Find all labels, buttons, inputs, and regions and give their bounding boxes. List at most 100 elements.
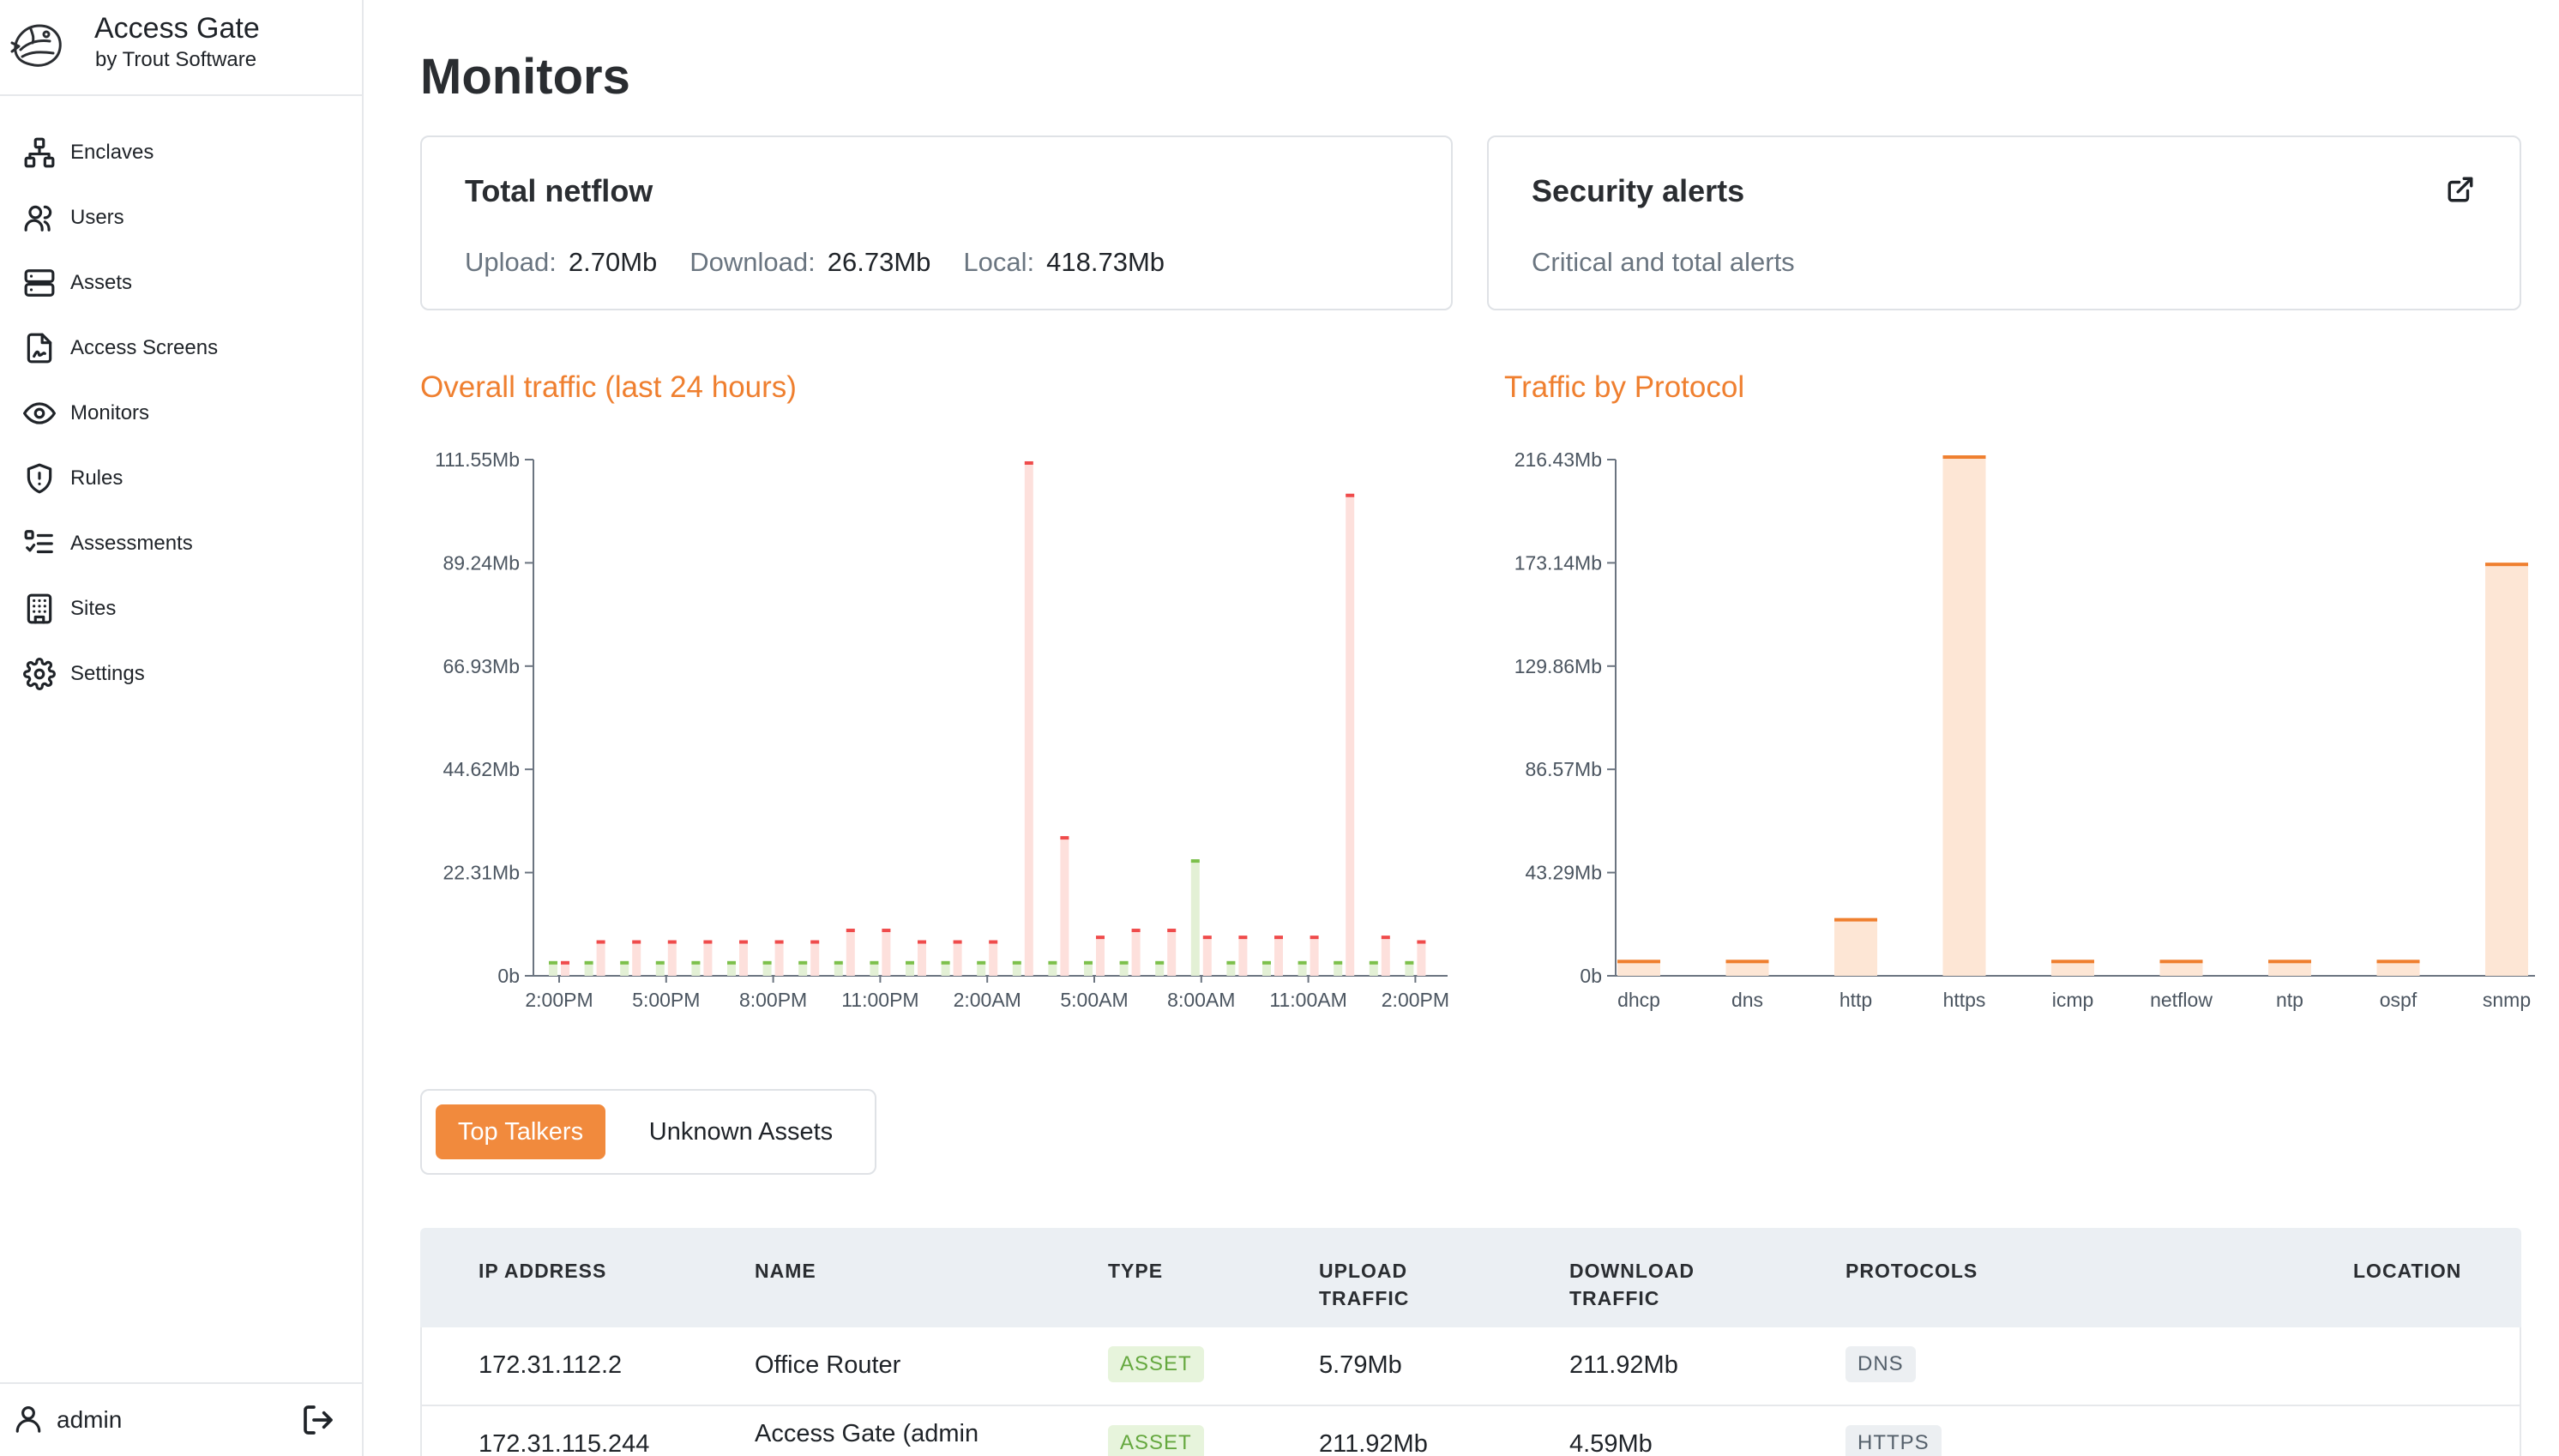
gear-icon [22, 657, 57, 691]
protocol-bar [1725, 961, 1769, 976]
upload-bar [1369, 961, 1378, 976]
sidebar-item-label: Monitors [70, 401, 150, 424]
x-tick-label: icmp [2052, 989, 2094, 1011]
upload-bar-cap [691, 960, 701, 965]
download-bar [1096, 936, 1105, 976]
download-bar-cap [1167, 929, 1177, 933]
download-bar-cap [989, 940, 998, 944]
brand-header[interactable]: Access Gate by Trout Software [0, 0, 364, 96]
upload-bar [798, 961, 808, 976]
column-header-upload-traffic[interactable]: UPLOAD TRAFFIC [1319, 1257, 1409, 1312]
download-bar-cap [846, 929, 855, 933]
sidebar-item-sites[interactable]: Sites [0, 576, 364, 641]
upload-bar [655, 961, 665, 976]
y-tick-label: 111.55Mb [435, 448, 520, 471]
protocol-bar-cap [2485, 563, 2528, 567]
download-bar [1417, 941, 1426, 976]
traffic-by-protocol-chart: 0b 43.29Mb 86.57Mb 129.86Mb 173.14Mb 216.43Mb… [1514, 448, 2535, 1011]
x-tick-label: 8:00PM [739, 989, 807, 1011]
download-bar-cap [1131, 929, 1141, 933]
x-tick-label: ospf [2380, 989, 2418, 1011]
table-header: IP ADDRESS NAME TYPE UPLOAD TRAFFIC DOWN… [420, 1228, 2521, 1327]
x-tick-label: 11:00PM [841, 989, 918, 1011]
upload-bar [1334, 961, 1343, 976]
brand-name: Access Gate [94, 12, 260, 45]
x-tick-label: dns [1731, 989, 1763, 1011]
sidebar-item-assets[interactable]: Assets [0, 250, 364, 316]
upload-bar-cap [549, 960, 557, 965]
upload-bar [941, 961, 950, 976]
talkers-tabs: Top Talkers Unknown Assets [420, 1089, 876, 1175]
protocol-bar-cap [1834, 918, 1877, 922]
sidebar-item-label: Assessments [70, 532, 193, 555]
upload-bar [870, 961, 879, 976]
table-row[interactable]: 172.31.112.2 Office Router ASSET 5.79Mb … [420, 1327, 2521, 1406]
table-row[interactable]: 172.31.115.244 Access Gate (admin ASSET … [420, 1406, 2521, 1456]
current-user-name: admin [57, 1406, 123, 1433]
cell-upload: 211.92Mb [1319, 1430, 1428, 1456]
upload-bar-cap [727, 960, 736, 965]
protocol-bar [2268, 961, 2311, 976]
eye-icon [22, 396, 57, 430]
upload-bar [977, 961, 986, 976]
upload-bar-cap [798, 960, 808, 965]
download-bar-cap [1202, 936, 1212, 940]
alerts-card-subtitle: Critical and total alerts [1532, 247, 1795, 277]
upload-bar [727, 961, 736, 976]
sidebar-item-enclaves[interactable]: Enclaves [0, 120, 364, 185]
upload-bar-cap [870, 960, 879, 965]
download-bar [1024, 461, 1033, 976]
upload-bar-cap [1119, 960, 1129, 965]
download-bar [989, 941, 998, 976]
x-tick-label: 2:00AM [954, 989, 1021, 1011]
upload-bar-cap [1226, 960, 1236, 965]
download-bar-cap [882, 929, 891, 933]
upload-bar-cap [1369, 960, 1378, 965]
protocol-bar-cap [2376, 960, 2420, 964]
y-tick-label: 0b [497, 965, 520, 987]
tab-unknown-assets[interactable]: Unknown Assets [648, 1117, 834, 1146]
download-bar-cap [1310, 936, 1319, 940]
logout-icon[interactable] [300, 1403, 336, 1437]
download-bar [596, 941, 605, 976]
local-value: 418.73Mb [1046, 247, 1165, 277]
sidebar-item-label: Users [70, 206, 124, 229]
column-header-download-traffic[interactable]: DOWNLOAD TRAFFIC [1569, 1257, 1695, 1312]
header-line: DOWNLOAD [1569, 1260, 1695, 1282]
sidebar-item-rules[interactable]: Rules [0, 446, 364, 511]
upload-bar [834, 961, 843, 976]
upload-bar-cap [1262, 960, 1271, 965]
download-label: Download: [689, 247, 816, 277]
alerts-card-title: Security alerts [1532, 173, 1745, 208]
external-link-icon[interactable] [2446, 175, 2475, 204]
upload-value: 2.70Mb [568, 247, 658, 277]
sidebar-item-label: Access Screens [70, 336, 219, 359]
upload-bar-cap [655, 960, 665, 965]
download-bar-cap [1274, 936, 1283, 940]
tab-top-talkers[interactable]: Top Talkers [436, 1104, 605, 1159]
x-tick-label: http [1839, 989, 1872, 1011]
sidebar-item-users[interactable]: Users [0, 185, 364, 250]
download-bar-cap [632, 940, 641, 944]
column-header-name[interactable]: NAME [755, 1260, 816, 1282]
x-tick-label: snmp [2483, 989, 2531, 1011]
sidebar-item-access-screens[interactable]: Access Screens [0, 316, 364, 381]
download-bar-cap [739, 940, 748, 944]
upload-bar [1084, 961, 1093, 976]
upload-bar [691, 961, 701, 976]
protocol-bar [1617, 961, 1660, 976]
download-bar-cap [667, 940, 677, 944]
column-header-protocols[interactable]: PROTOCOLS [1845, 1260, 1978, 1282]
protocol-bar [1942, 457, 1986, 976]
column-header-type[interactable]: TYPE [1108, 1260, 1164, 1282]
sidebar-item-assessments[interactable]: Assessments [0, 511, 364, 576]
download-bar [1167, 930, 1177, 976]
sidebar-item-label: Enclaves [70, 141, 154, 164]
sidebar-item-settings[interactable]: Settings [0, 641, 364, 707]
sidebar-item-label: Rules [70, 466, 123, 490]
sidebar-item-monitors[interactable]: Monitors [0, 381, 364, 446]
upload-bar-cap [834, 960, 843, 965]
column-header-location[interactable]: LOCATION [2353, 1260, 2462, 1282]
netflow-card-title: Total netflow [465, 173, 653, 208]
column-header-ip-address[interactable]: IP ADDRESS [479, 1260, 607, 1282]
